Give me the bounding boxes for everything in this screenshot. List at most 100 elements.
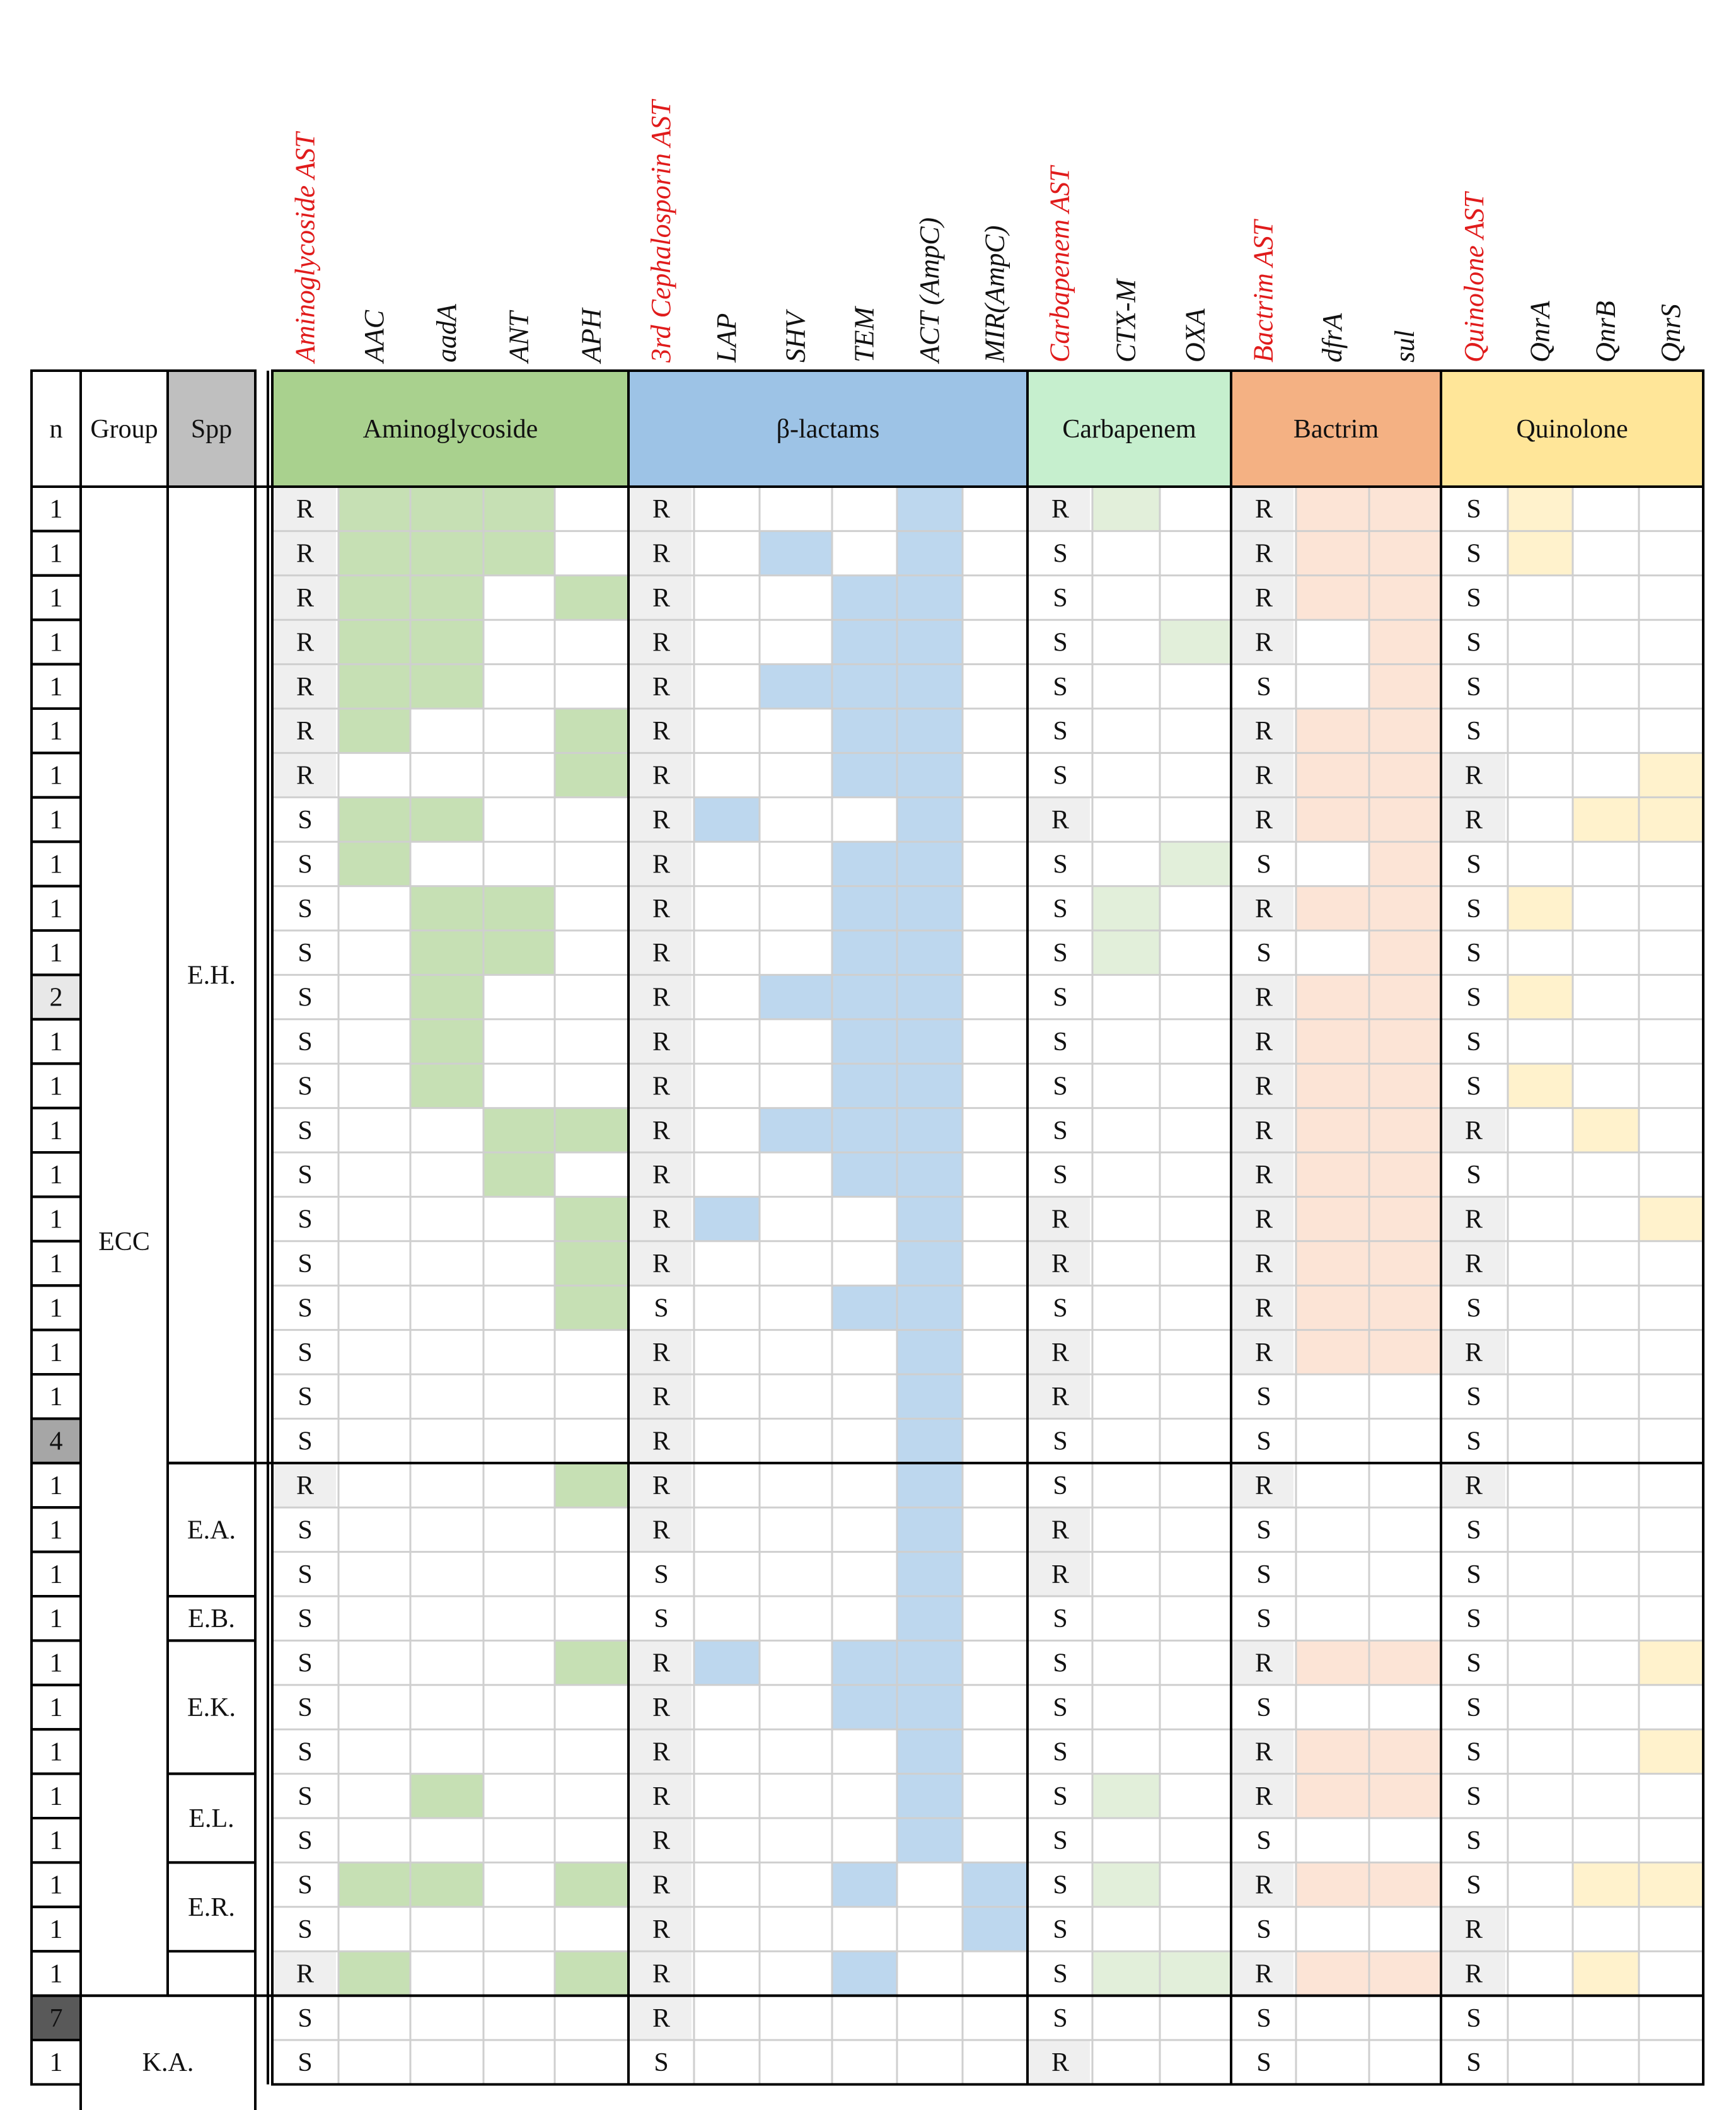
ast-value: R	[652, 895, 670, 924]
ast-value: S	[298, 1294, 312, 1323]
gene-present-cell	[760, 1108, 832, 1152]
gene-present-cell	[1369, 1241, 1441, 1286]
ast-cell-bg	[1027, 1507, 1090, 1552]
ast-value: R	[1255, 1338, 1273, 1367]
ast-value: R	[1255, 717, 1273, 746]
ast-cell-bg	[1231, 975, 1293, 1019]
ast-value: R	[1465, 1205, 1483, 1234]
n-value: 1	[50, 1116, 63, 1145]
ast-value: S	[298, 939, 312, 968]
ast-value: S	[1256, 1560, 1271, 1589]
gene-present-cell	[410, 575, 483, 620]
column-label: QnrA	[1525, 300, 1556, 362]
ast-cell-bg	[1231, 1729, 1293, 1774]
column-label: QnrB	[1590, 301, 1621, 362]
column-label: QnrS	[1655, 304, 1686, 362]
group-header-label: Quinolone	[1516, 415, 1628, 444]
ast-value: R	[652, 1649, 670, 1678]
gene-present-cell	[1369, 1729, 1441, 1774]
ast-cell-bg	[1231, 531, 1293, 576]
gene-present-cell	[694, 1197, 760, 1241]
gene-present-cell	[897, 1418, 963, 1463]
ast-value: R	[1465, 1116, 1483, 1145]
gene-present-cell	[897, 1507, 963, 1552]
ast-cell-bg	[628, 531, 692, 576]
ast-cell-bg	[628, 1729, 692, 1774]
gene-present-cell	[1639, 1729, 1703, 1774]
ast-value: R	[1255, 1028, 1273, 1057]
ast-value: S	[298, 1338, 312, 1367]
column-label: AAC	[359, 310, 390, 364]
ast-value: R	[1465, 1249, 1483, 1278]
gene-present-cell	[1639, 753, 1703, 797]
n-value: 1	[50, 1516, 63, 1545]
gene-present-cell	[1369, 1640, 1441, 1685]
gene-present-cell	[1296, 575, 1369, 620]
ast-value: R	[652, 983, 670, 1012]
group-label: K.A.	[142, 2048, 194, 2077]
gene-present-cell	[1296, 1773, 1369, 1818]
ast-value: S	[1053, 584, 1067, 613]
ast-cell-bg	[628, 620, 692, 664]
ast-cell-bg	[1231, 1108, 1293, 1152]
ast-value: S	[1466, 895, 1481, 924]
ast-cell-bg	[1231, 1197, 1293, 1241]
gene-present-cell	[1508, 886, 1573, 930]
gene-present-cell	[832, 1152, 897, 1197]
ast-cell-bg	[1231, 1951, 1293, 1996]
ast-cell-bg	[1027, 797, 1090, 842]
ast-value: S	[298, 1427, 312, 1456]
ast-value: R	[652, 1161, 670, 1190]
gene-present-cell	[339, 620, 410, 664]
ast-value: S	[1466, 1072, 1481, 1101]
ast-cell-bg	[628, 1330, 692, 1374]
ast-cell-bg	[628, 1951, 692, 1996]
gene-present-cell	[483, 886, 555, 930]
ast-value: S	[1256, 2004, 1271, 2033]
ast-value: R	[652, 1782, 670, 1811]
ast-cell-bg	[1231, 620, 1293, 664]
gene-present-cell	[1369, 620, 1441, 664]
gene-present-cell	[555, 753, 628, 797]
gene-present-cell	[897, 1241, 963, 1286]
ast-value: R	[652, 1693, 670, 1722]
ast-value: S	[1256, 1693, 1271, 1722]
gene-present-cell	[1296, 1330, 1369, 1374]
gene-present-cell	[897, 1152, 963, 1197]
ast-value: S	[298, 1072, 312, 1101]
gene-present-cell	[1369, 709, 1441, 753]
gene-present-cell	[832, 1019, 897, 1064]
gene-present-cell	[1369, 1019, 1441, 1064]
ast-value: R	[652, 1205, 670, 1234]
ast-value: S	[298, 1604, 312, 1633]
ast-value: R	[296, 584, 314, 613]
gene-present-cell	[1369, 1330, 1441, 1374]
ast-value: S	[1053, 1649, 1067, 1678]
column-label: ANT	[504, 310, 535, 364]
gene-present-cell	[410, 1064, 483, 1108]
left-header-0: n	[50, 415, 63, 444]
ast-value: R	[652, 850, 670, 879]
ast-cell-bg	[272, 664, 336, 709]
gene-present-cell	[1092, 1773, 1160, 1818]
ast-value: R	[652, 939, 670, 968]
gene-present-cell	[897, 1285, 963, 1330]
ast-value: S	[1256, 1383, 1271, 1411]
gene-present-cell	[832, 709, 897, 753]
gene-present-cell	[1573, 1862, 1639, 1907]
ast-value: R	[652, 1826, 670, 1855]
gene-present-cell	[897, 709, 963, 753]
n-value: 1	[50, 717, 63, 746]
ast-cell-bg	[1231, 1773, 1293, 1818]
ast-cell-bg	[628, 487, 692, 531]
ast-cell-bg	[628, 1773, 692, 1818]
ast-value: R	[1255, 1249, 1273, 1278]
column-label: MIR(AmpC)	[980, 226, 1010, 364]
gene-present-cell	[832, 575, 897, 620]
ast-value: S	[1466, 1560, 1481, 1589]
gene-present-cell	[760, 975, 832, 1019]
gene-present-cell	[832, 886, 897, 930]
ast-value: R	[652, 540, 670, 569]
ast-value: S	[1466, 1826, 1481, 1855]
gene-present-cell	[832, 1640, 897, 1685]
